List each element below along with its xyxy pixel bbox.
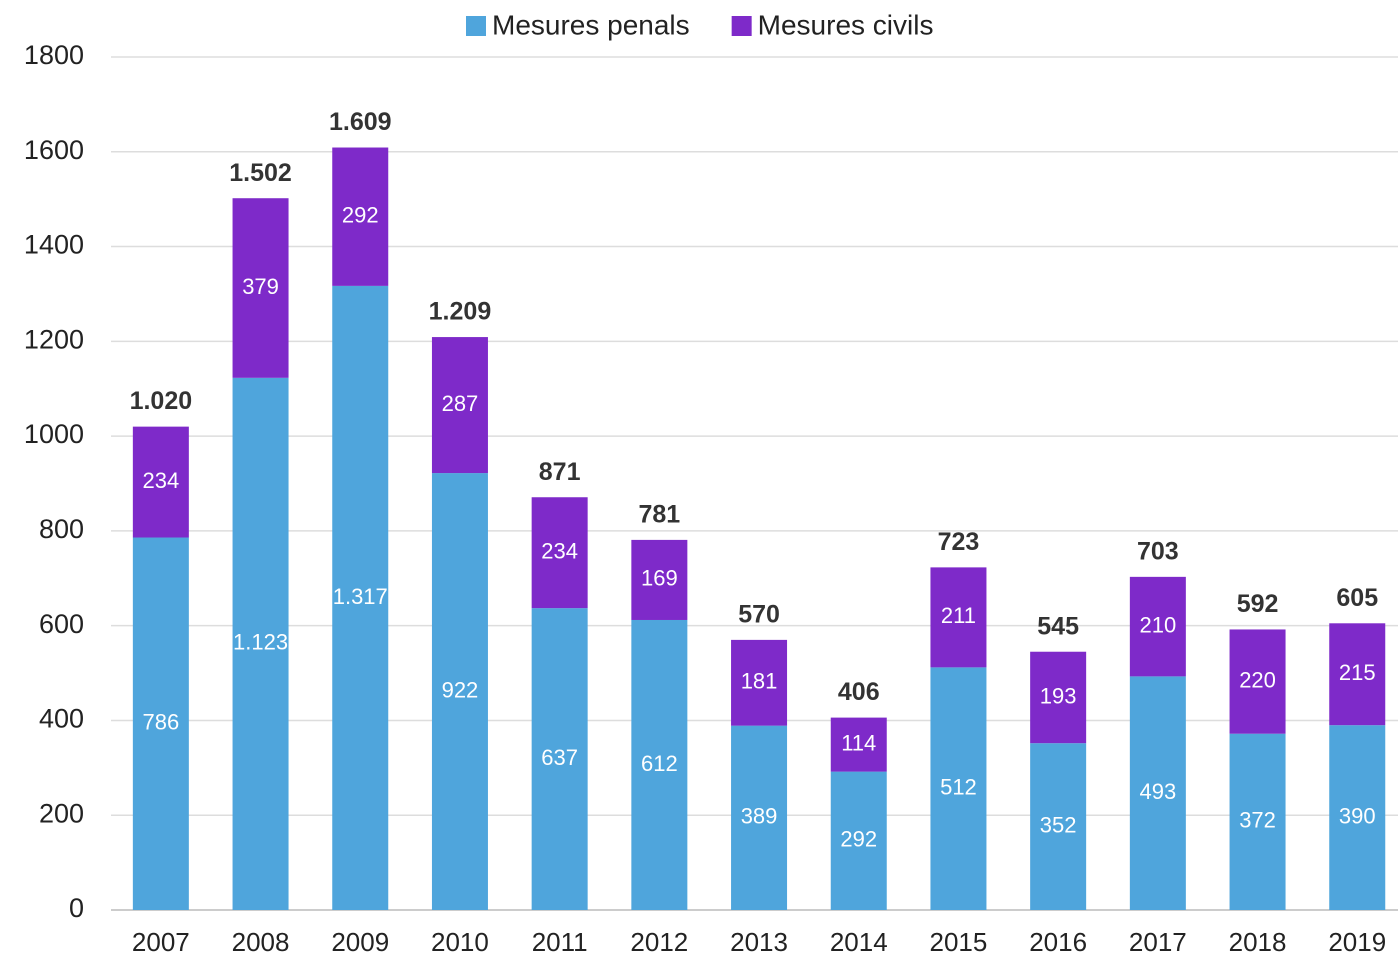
data-label: 215 (1339, 660, 1376, 685)
bar-segment (930, 667, 987, 910)
data-label: 390 (1339, 803, 1376, 828)
y-tick-label: 800 (39, 514, 84, 544)
bar-segment (132, 537, 189, 910)
data-label: 220 (1239, 667, 1276, 692)
bar-segment (431, 473, 488, 910)
legend-label: Mesures penals (492, 9, 690, 40)
bar-segment (431, 337, 488, 474)
bar-segment (332, 147, 389, 286)
total-label: 703 (1137, 537, 1179, 565)
bar-segment (830, 771, 887, 910)
bar-segment (531, 497, 588, 609)
bar-segment (1030, 651, 1087, 744)
y-tick-label: 0 (69, 893, 84, 923)
y-tick-label: 600 (39, 609, 84, 639)
bar-segment (731, 725, 788, 910)
data-label: 352 (1040, 812, 1077, 837)
data-label: 612 (641, 751, 678, 776)
x-tick-label: 2008 (232, 927, 290, 956)
data-label: 372 (1239, 808, 1276, 833)
x-tick-label: 2011 (532, 927, 588, 956)
data-label: 379 (242, 274, 279, 299)
data-label: 922 (442, 677, 479, 702)
bar-segment (631, 619, 688, 910)
y-tick-label: 200 (39, 798, 84, 828)
x-tick-label: 2015 (930, 927, 988, 956)
legend-swatch (466, 16, 486, 36)
data-label: 234 (142, 468, 179, 493)
bar-segment (232, 198, 289, 378)
bar-segment (531, 608, 588, 910)
bar-segment (332, 285, 389, 911)
total-label: 545 (1037, 612, 1079, 640)
data-label: 389 (741, 804, 778, 829)
x-tick-label: 2010 (431, 927, 489, 956)
total-label: 1.502 (229, 159, 292, 187)
data-label: 234 (541, 539, 578, 564)
bar-segment (731, 639, 788, 726)
data-label: 1.317 (333, 584, 388, 609)
data-label: 493 (1139, 779, 1176, 804)
x-tick-label: 2014 (830, 927, 888, 956)
y-tick-label: 400 (39, 704, 84, 734)
total-label: 592 (1237, 590, 1279, 618)
x-tick-label: 2016 (1029, 927, 1087, 956)
data-label: 287 (442, 391, 479, 416)
data-label: 1.123 (233, 630, 288, 655)
x-tick-label: 2012 (630, 927, 688, 956)
y-tick-label: 1400 (24, 230, 84, 260)
legend-swatch (731, 16, 752, 36)
total-label: 406 (838, 678, 880, 706)
data-label: 181 (741, 669, 778, 694)
y-tick-label: 1800 (24, 40, 84, 70)
total-label: 871 (539, 458, 581, 486)
data-label: 512 (940, 774, 977, 799)
data-label: 211 (941, 603, 976, 628)
bar-segment (830, 717, 887, 772)
data-label: 114 (841, 730, 876, 755)
total-label: 781 (638, 501, 680, 529)
data-label: 210 (1139, 612, 1176, 637)
bar-segment (930, 567, 987, 668)
data-label: 786 (142, 710, 179, 735)
y-tick-label: 1200 (24, 324, 84, 354)
total-label: 1.020 (130, 387, 193, 415)
x-tick-label: 2009 (331, 927, 389, 956)
total-label: 1.209 (429, 298, 492, 326)
data-label: 169 (641, 566, 678, 591)
bar-segment (1229, 629, 1286, 734)
y-tick-label: 1600 (24, 135, 84, 165)
bar-segment (1030, 743, 1087, 910)
bar-segment (1329, 725, 1386, 910)
total-label: 605 (1336, 584, 1378, 612)
x-tick-label: 2013 (730, 927, 788, 956)
x-tick-label: 2007 (132, 927, 190, 956)
x-tick-label: 2017 (1129, 927, 1187, 956)
bar-segment (1329, 623, 1386, 726)
data-label: 292 (342, 203, 379, 228)
bar-segment (1229, 733, 1286, 910)
bar-segment (132, 426, 189, 538)
bar-segment (1129, 576, 1186, 677)
total-label: 1.609 (329, 108, 392, 136)
total-label: 570 (738, 600, 780, 628)
data-label: 637 (541, 745, 578, 770)
x-tick-label: 2018 (1229, 927, 1287, 956)
bar-segment (631, 539, 688, 620)
legend-label: Mesures civils (758, 9, 934, 40)
x-tick-label: 2019 (1328, 927, 1386, 956)
total-label: 723 (938, 528, 980, 556)
data-label: 193 (1040, 683, 1077, 708)
bar-segment (232, 377, 289, 911)
data-label: 292 (840, 827, 877, 852)
y-tick-label: 1000 (24, 419, 84, 449)
bar-segment (1129, 676, 1186, 910)
